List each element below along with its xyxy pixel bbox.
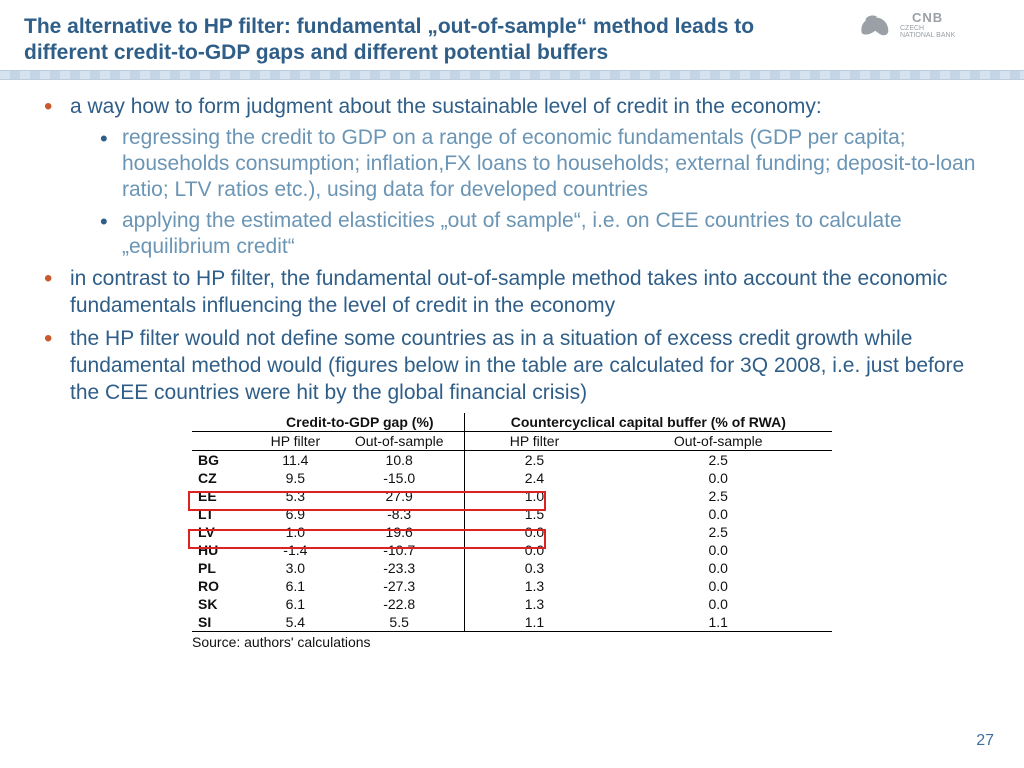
table-cell: 1.0 (464, 487, 604, 505)
slide-title: The alternative to HP filter: fundamenta… (24, 14, 794, 67)
table-cell: 2.5 (604, 450, 832, 469)
table-cell: 1.3 (464, 595, 604, 613)
table-cell: -8.3 (335, 505, 464, 523)
table-cell: 0.0 (604, 505, 832, 523)
table-cell: 5.3 (256, 487, 335, 505)
table-row: HU-1.4-10.70.00.0 (192, 541, 832, 559)
row-label: SI (192, 613, 256, 632)
bullet-item: in contrast to HP filter, the fundamenta… (44, 266, 980, 320)
table-cell: 2.5 (604, 523, 832, 541)
table-cell: -27.3 (335, 577, 464, 595)
table-cell: 1.1 (464, 613, 604, 632)
bullet-item: a way how to form judgment about the sus… (44, 94, 980, 260)
table-row: SI5.45.51.11.1 (192, 613, 832, 632)
comparison-table: Credit-to-GDP gap (%)Countercyclical cap… (192, 413, 832, 632)
table-row: EE5.327.91.02.5 (192, 487, 832, 505)
sub-header (192, 431, 256, 450)
bullet-text: in contrast to HP filter, the fundamenta… (70, 267, 947, 317)
table-cell: 5.5 (335, 613, 464, 632)
table-cell: 0.0 (464, 541, 604, 559)
table-cell: 0.3 (464, 559, 604, 577)
table-row: CZ9.5-15.02.40.0 (192, 469, 832, 487)
table-cell: 1.0 (256, 523, 335, 541)
group-header: Credit-to-GDP gap (%) (256, 413, 464, 432)
table-cell: 6.9 (256, 505, 335, 523)
table-cell: 2.5 (604, 487, 832, 505)
row-label: PL (192, 559, 256, 577)
sub-header: Out-of-sample (335, 431, 464, 450)
bullet-item: the HP filter would not define some coun… (44, 326, 980, 407)
lion-icon (856, 11, 894, 39)
logo-line1: CZECH (900, 25, 955, 32)
table-cell: -22.8 (335, 595, 464, 613)
table-cell: 0.0 (604, 541, 832, 559)
table-cell: 11.4 (256, 450, 335, 469)
row-label: CZ (192, 469, 256, 487)
logo-line2: NATIONAL BANK (900, 32, 955, 39)
bullet-list: a way how to form judgment about the sus… (44, 94, 980, 407)
table-row: LV1.019.60.02.5 (192, 523, 832, 541)
bullet-text: the HP filter would not define some coun… (70, 327, 964, 404)
logo-initials: CNB (900, 10, 955, 25)
table-row: PL3.0-23.30.30.0 (192, 559, 832, 577)
table-cell: 0.0 (604, 559, 832, 577)
header-stripe (0, 70, 1024, 80)
table-cell: -23.3 (335, 559, 464, 577)
table-cell: 2.5 (464, 450, 604, 469)
table-cell: 6.1 (256, 595, 335, 613)
table-row: RO6.1-27.31.30.0 (192, 577, 832, 595)
table-row: LT6.9-8.31.50.0 (192, 505, 832, 523)
sub-bullet-list: regressing the credit to GDP on a range … (100, 125, 980, 260)
sub-header: HP filter (256, 431, 335, 450)
group-header: Countercyclical capital buffer (% of RWA… (464, 413, 832, 432)
table-cell: 9.5 (256, 469, 335, 487)
row-label: BG (192, 450, 256, 469)
row-label: EE (192, 487, 256, 505)
table-cell: 10.8 (335, 450, 464, 469)
sub-header: Out-of-sample (604, 431, 832, 450)
table-cell: 5.4 (256, 613, 335, 632)
table-corner (192, 413, 256, 432)
table-row: SK6.1-22.81.30.0 (192, 595, 832, 613)
table-cell: -15.0 (335, 469, 464, 487)
table-cell: -10.7 (335, 541, 464, 559)
table-cell: 0.0 (604, 469, 832, 487)
table-row: BG11.410.82.52.5 (192, 450, 832, 469)
bank-logo: CNB CZECH NATIONAL BANK (856, 10, 1006, 39)
table-cell: 3.0 (256, 559, 335, 577)
table-cell: 1.1 (604, 613, 832, 632)
table-source: Source: authors' calculations (192, 634, 832, 650)
table-cell: 1.3 (464, 577, 604, 595)
table-cell: 2.4 (464, 469, 604, 487)
row-label: SK (192, 595, 256, 613)
table-cell: 1.5 (464, 505, 604, 523)
table-cell: 6.1 (256, 577, 335, 595)
table-cell: 0.0 (464, 523, 604, 541)
bullet-text: a way how to form judgment about the sus… (70, 95, 822, 118)
page-number: 27 (976, 732, 994, 750)
table-cell: 0.0 (604, 577, 832, 595)
row-label: RO (192, 577, 256, 595)
row-label: LV (192, 523, 256, 541)
table-cell: -1.4 (256, 541, 335, 559)
sub-header: HP filter (464, 431, 604, 450)
table-cell: 27.9 (335, 487, 464, 505)
row-label: HU (192, 541, 256, 559)
sub-bullet-item: regressing the credit to GDP on a range … (100, 125, 980, 204)
comparison-table-wrap: Credit-to-GDP gap (%)Countercyclical cap… (192, 413, 832, 632)
row-label: LT (192, 505, 256, 523)
table-cell: 0.0 (604, 595, 832, 613)
lion-path (861, 15, 888, 35)
sub-bullet-item: applying the estimated elasticities „out… (100, 208, 980, 261)
table-cell: 19.6 (335, 523, 464, 541)
